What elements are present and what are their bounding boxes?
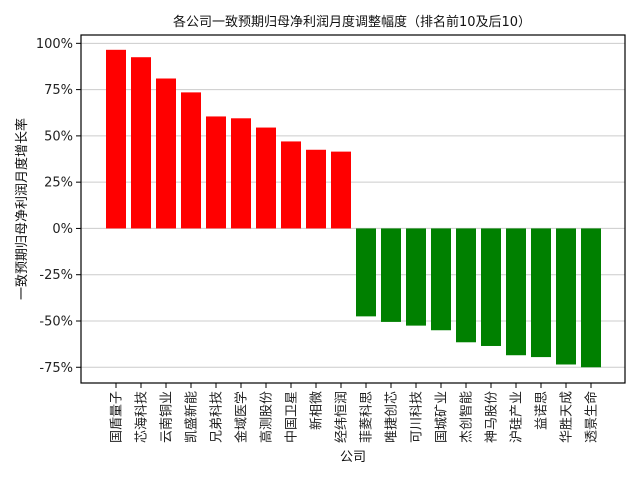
x-tick-label: 杰创智能 xyxy=(460,391,475,443)
x-tick-label: 神马股份 xyxy=(485,391,500,443)
x-tick-label: 国盾量子 xyxy=(110,391,125,443)
y-tick-label: -50% xyxy=(39,314,73,329)
bar xyxy=(231,118,251,229)
x-tick-label: 唯捷创芯 xyxy=(385,391,400,443)
y-tick-label: 75% xyxy=(44,83,73,98)
bar xyxy=(581,228,601,368)
y-tick-label: -75% xyxy=(39,361,73,376)
bar xyxy=(431,228,451,331)
y-tick-label: 25% xyxy=(44,176,73,191)
x-tick-label: 透景生命 xyxy=(584,391,600,443)
bar xyxy=(256,127,276,229)
y-tick-label: 100% xyxy=(36,37,73,52)
x-tick-label: 高测股份 xyxy=(259,391,275,443)
bar xyxy=(481,228,501,346)
x-tick-label: 经纬恒润 xyxy=(335,391,350,443)
bar xyxy=(306,149,326,229)
plot-frame xyxy=(80,34,626,384)
x-tick-label: 菲菱科思 xyxy=(360,391,375,443)
x-tick-label: 金域医学 xyxy=(234,391,250,443)
x-tick-label: 国城矿业 xyxy=(435,391,450,443)
bar xyxy=(156,78,176,229)
x-tick-label: 兄弟科技 xyxy=(210,391,225,443)
x-tick-label: 中国卫星 xyxy=(285,391,300,443)
x-tick-label: 益诺思 xyxy=(535,391,550,430)
x-axis-ticks: 国盾量子 芯海科技 云南铜业 凯盛新能 兄弟科技 金域医学 高测股份 中国卫星 新相微 经纬恒润菲… xyxy=(110,383,600,443)
bar xyxy=(406,228,426,326)
x-tick-label: 芯海科技 xyxy=(135,391,150,443)
x-axis-label: 公司 xyxy=(340,450,366,465)
bar xyxy=(381,228,401,322)
y-tick-label: 0% xyxy=(52,222,73,237)
y-tick-label: 50% xyxy=(44,129,73,144)
bar xyxy=(106,49,126,229)
x-tick-label: 凯盛新能 xyxy=(184,391,200,443)
bar xyxy=(131,57,151,229)
x-tick-label: 沪硅产业 xyxy=(509,391,525,443)
x-tick-label: 云南铜业 xyxy=(159,391,175,443)
y-axis-ticks: 100% 75% 50% 25% 0% -25% -50% -75% xyxy=(36,37,81,376)
x-tick-label: 华胜天成 xyxy=(560,391,575,443)
y-tick-label: -25% xyxy=(39,268,73,283)
x-tick-label: 新相微 xyxy=(309,391,325,430)
bars xyxy=(106,49,601,368)
bar xyxy=(356,228,376,317)
bar xyxy=(456,228,476,343)
bar xyxy=(506,228,526,356)
bar xyxy=(206,116,226,229)
chart-title: 各公司一致预期归母净利润月度调整幅度（排名前10及后10） xyxy=(173,14,531,30)
y-axis-label: 一致预期归母净利润月度增长率 xyxy=(14,118,30,300)
bar xyxy=(281,141,301,229)
bar xyxy=(531,228,551,358)
x-tick-label: 可川科技 xyxy=(410,391,425,443)
bar xyxy=(556,228,576,365)
bar xyxy=(331,151,351,229)
bar xyxy=(181,92,201,229)
